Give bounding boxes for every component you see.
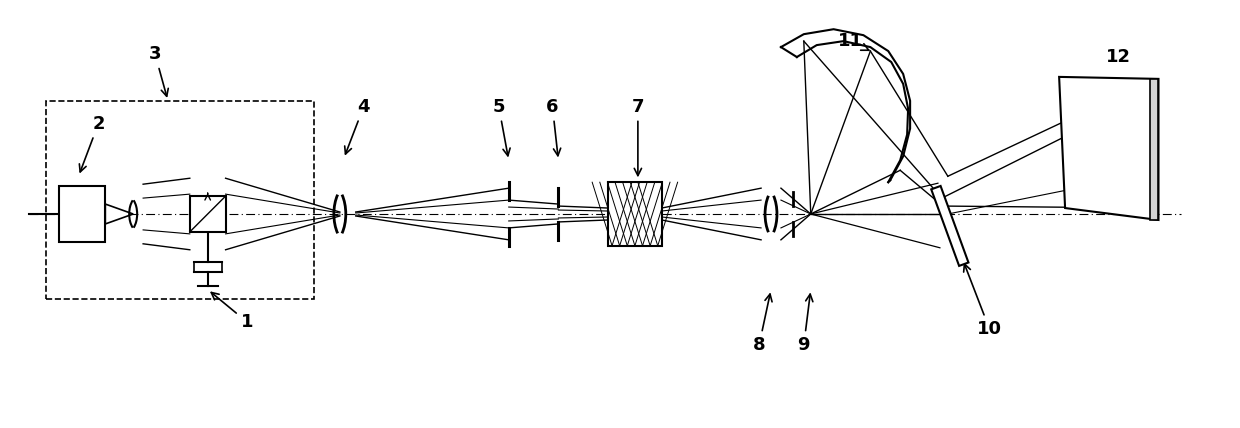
Text: 3: 3 (149, 45, 169, 96)
Text: 12: 12 (1106, 48, 1131, 66)
Text: 2: 2 (79, 115, 104, 172)
Bar (190, 196, 226, 232)
Text: 7: 7 (631, 98, 644, 175)
Text: 9: 9 (797, 294, 813, 354)
Bar (58, 186, 105, 242)
Text: 5: 5 (492, 98, 510, 156)
Text: 6: 6 (546, 98, 560, 156)
Text: 4: 4 (345, 98, 370, 154)
Polygon shape (1149, 79, 1158, 220)
Bar (46, 101, 314, 300)
Text: 10: 10 (963, 264, 1002, 338)
Bar (608, 182, 662, 246)
Polygon shape (1059, 77, 1158, 220)
Polygon shape (105, 204, 133, 224)
Text: 11: 11 (838, 32, 869, 51)
Text: 8: 8 (753, 294, 773, 354)
Text: 1: 1 (211, 292, 254, 331)
Polygon shape (931, 186, 968, 266)
